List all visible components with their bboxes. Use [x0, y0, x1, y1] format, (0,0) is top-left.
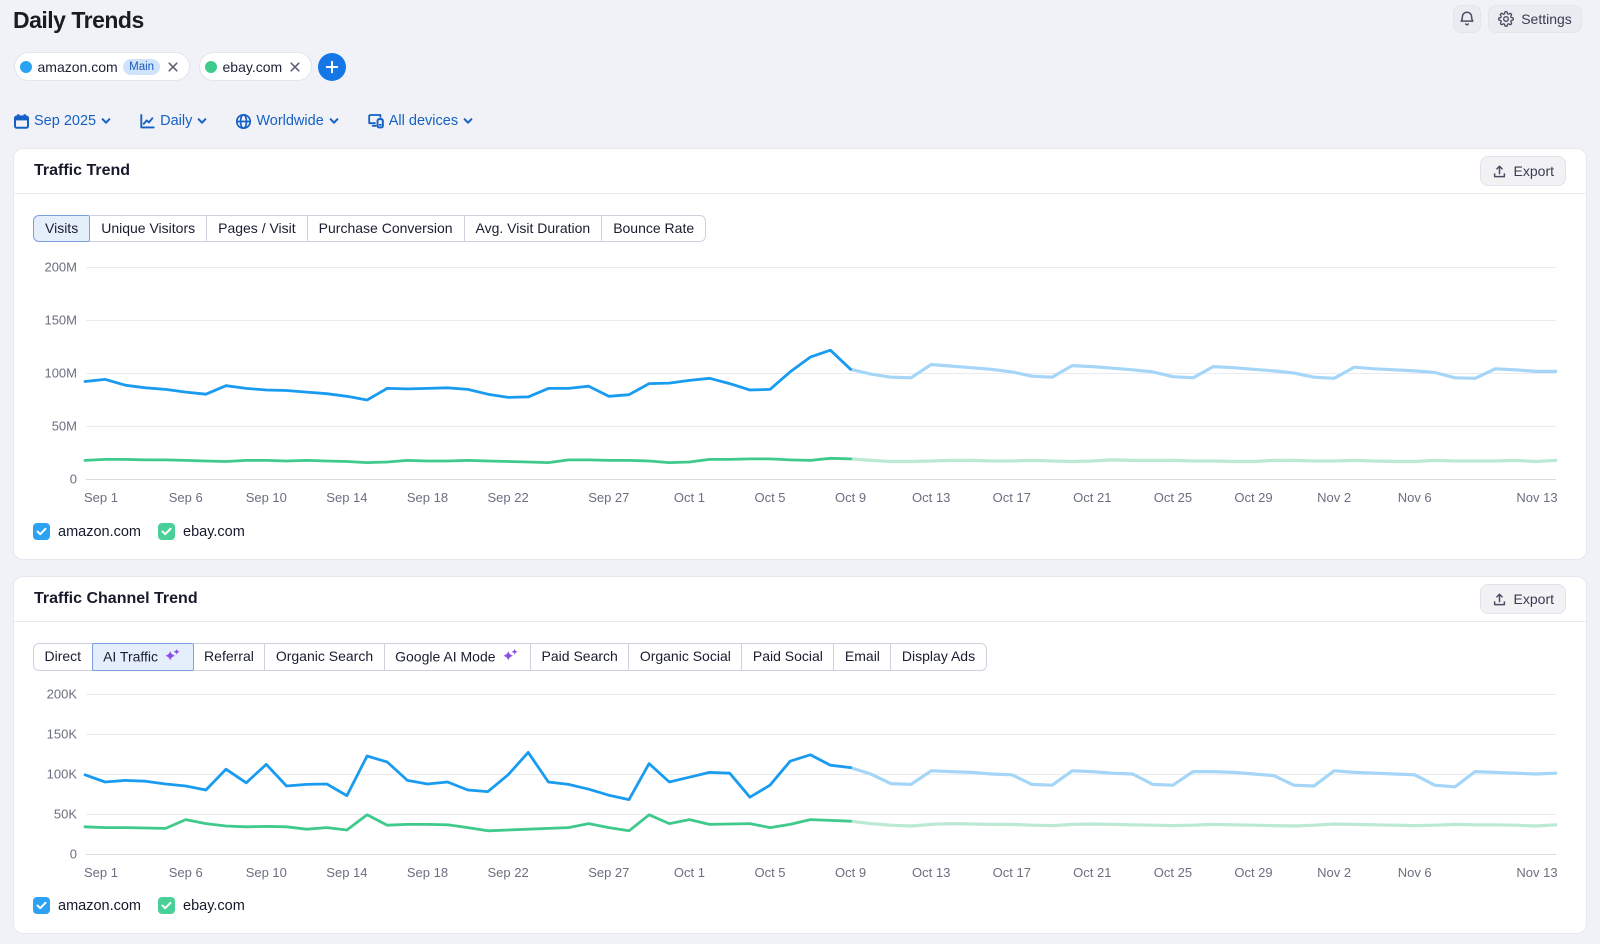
svg-text:Sep 18: Sep 18: [407, 865, 448, 880]
svg-text:150K: 150K: [47, 727, 78, 742]
svg-text:Sep 22: Sep 22: [487, 490, 528, 505]
svg-text:Oct 1: Oct 1: [674, 490, 705, 505]
svg-text:Oct 9: Oct 9: [835, 865, 866, 880]
svg-text:150M: 150M: [44, 313, 77, 328]
svg-text:Oct 25: Oct 25: [1154, 490, 1192, 505]
svg-text:Sep 6: Sep 6: [169, 865, 203, 880]
svg-text:0: 0: [70, 847, 77, 862]
svg-text:Sep 22: Sep 22: [487, 865, 528, 880]
svg-text:Sep 18: Sep 18: [407, 490, 448, 505]
svg-text:Sep 27: Sep 27: [588, 490, 629, 505]
svg-text:Nov 13: Nov 13: [1516, 490, 1557, 505]
svg-text:Oct 9: Oct 9: [835, 490, 866, 505]
svg-text:Sep 14: Sep 14: [326, 865, 367, 880]
svg-text:Oct 13: Oct 13: [912, 865, 950, 880]
svg-text:Oct 25: Oct 25: [1154, 865, 1192, 880]
svg-text:Sep 6: Sep 6: [169, 490, 203, 505]
svg-text:Nov 2: Nov 2: [1317, 865, 1351, 880]
svg-text:Sep 27: Sep 27: [588, 865, 629, 880]
svg-text:200M: 200M: [44, 260, 77, 275]
svg-text:50K: 50K: [54, 807, 77, 822]
svg-text:Oct 5: Oct 5: [754, 490, 785, 505]
svg-text:100K: 100K: [47, 767, 78, 782]
svg-text:Sep 14: Sep 14: [326, 490, 367, 505]
svg-text:Oct 21: Oct 21: [1073, 865, 1111, 880]
svg-text:Sep 10: Sep 10: [246, 490, 287, 505]
svg-text:Oct 29: Oct 29: [1234, 865, 1272, 880]
svg-text:Sep 10: Sep 10: [246, 865, 287, 880]
svg-text:50M: 50M: [52, 419, 77, 434]
svg-text:Nov 6: Nov 6: [1398, 865, 1432, 880]
svg-text:Oct 21: Oct 21: [1073, 490, 1111, 505]
svg-text:100M: 100M: [44, 366, 77, 381]
svg-text:Oct 17: Oct 17: [993, 490, 1031, 505]
svg-text:Oct 13: Oct 13: [912, 490, 950, 505]
svg-text:Oct 17: Oct 17: [993, 865, 1031, 880]
svg-text:Oct 5: Oct 5: [754, 865, 785, 880]
svg-text:Nov 6: Nov 6: [1398, 490, 1432, 505]
svg-text:200K: 200K: [47, 687, 78, 702]
svg-text:Sep 1: Sep 1: [84, 490, 118, 505]
svg-text:Oct 29: Oct 29: [1234, 490, 1272, 505]
svg-text:Nov 2: Nov 2: [1317, 490, 1351, 505]
svg-text:Sep 1: Sep 1: [84, 865, 118, 880]
svg-text:Nov 13: Nov 13: [1516, 865, 1557, 880]
svg-text:Oct 1: Oct 1: [674, 865, 705, 880]
svg-text:0: 0: [70, 472, 77, 487]
